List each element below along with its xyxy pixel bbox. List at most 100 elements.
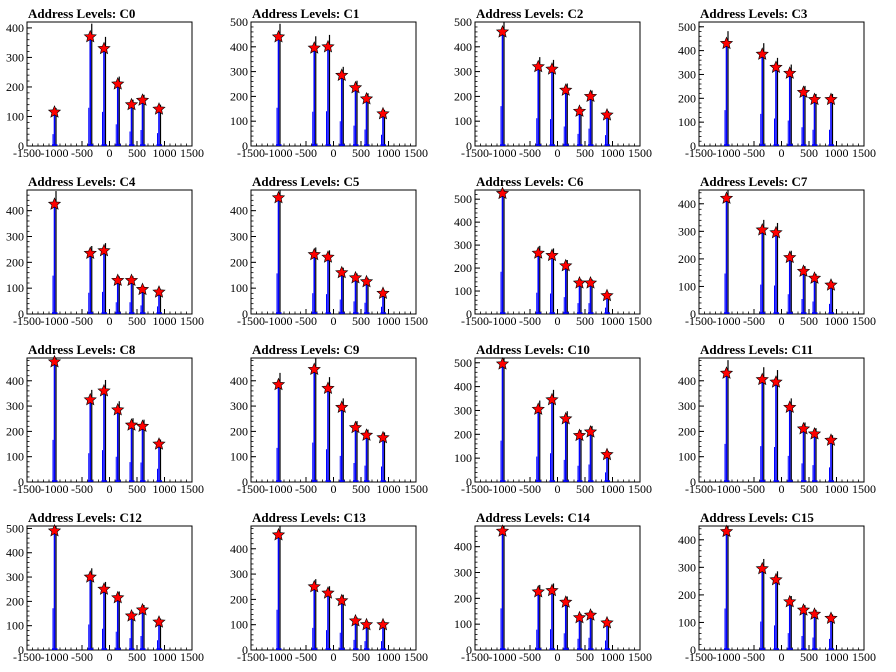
y-tick-label: 0 (466, 307, 472, 321)
y-tick-label: 400 (454, 215, 472, 229)
x-tick-label: 500 (352, 314, 370, 328)
chart-title: Address Levels: C10 (476, 342, 590, 357)
y-tick-label: 100 (454, 284, 472, 298)
y-tick-label: 500 (230, 15, 248, 29)
x-tick-label: -1000 (489, 314, 517, 328)
peak-marker (769, 225, 783, 239)
x-tick-label: -1500 (685, 314, 713, 328)
peak-marker (572, 276, 587, 289)
peak-marker (824, 433, 838, 446)
x-tick-label: -1500 (13, 650, 41, 664)
x-tick-label: -1000 (713, 482, 741, 496)
y-tick-label: 400 (230, 204, 248, 218)
x-tick-label: 1500 (628, 146, 652, 160)
peak-marker (47, 197, 62, 210)
peak-marker (545, 248, 559, 262)
x-tick-label: 500 (352, 650, 370, 664)
x-tick-label: -1500 (237, 146, 265, 160)
x-tick-label: -500 (295, 314, 317, 328)
peak-marker (559, 258, 573, 272)
peak-marker (359, 428, 374, 441)
x-tick-label: -1500 (461, 482, 489, 496)
x-tick-label: 0 (779, 314, 785, 328)
y-tick-label: 400 (454, 380, 472, 394)
x-tick-label: 0 (555, 482, 561, 496)
x-tick-label: -500 (743, 146, 765, 160)
chart-title: Address Levels: C2 (476, 6, 583, 21)
peak-marker (271, 527, 286, 541)
x-tick-label: 0 (555, 146, 561, 160)
y-tick-label: 0 (466, 643, 472, 657)
peak-marker (152, 102, 166, 115)
chart-panel: Address Levels: C14 0 100 200 300 400 -1500 -10… (454, 510, 652, 664)
peak-marker (783, 250, 797, 264)
x-tick-label: -1500 (13, 482, 41, 496)
x-tick-label: 1000 (377, 146, 401, 160)
y-tick-label: 0 (690, 307, 696, 321)
y-tick-label: 400 (230, 542, 248, 556)
x-tick-label: 0 (779, 146, 785, 160)
y-tick-label: 0 (466, 139, 472, 153)
peak-marker (807, 426, 822, 440)
chart-panel: Address Levels: C20100200300400500-1500-… (454, 6, 652, 160)
peak-marker (796, 264, 811, 277)
peak-marker (335, 68, 349, 81)
y-tick-label: 300 (454, 403, 472, 417)
y-tick-label: 200 (454, 591, 472, 605)
peak-marker (321, 250, 335, 263)
peak-marker (559, 83, 573, 96)
peak-marker (796, 85, 811, 98)
x-tick-label: 500 (800, 650, 818, 664)
x-tick-label: -1000 (265, 314, 293, 328)
peak-marker (495, 524, 510, 537)
peak-marker (559, 411, 573, 425)
chart-title: Address Levels: C7 (700, 174, 808, 189)
y-tick-label: 400 (678, 533, 696, 547)
peak-marker (83, 570, 97, 583)
y-tick-label: 300 (230, 65, 248, 79)
peak-marker (531, 402, 545, 415)
peak-marker (600, 447, 614, 461)
x-tick-label: 1500 (180, 314, 204, 328)
x-tick-label: 0 (555, 650, 561, 664)
x-tick-label: -1500 (685, 146, 713, 160)
peak-marker (348, 613, 363, 627)
x-tick-label: -1500 (237, 482, 265, 496)
y-tick-label: 100 (6, 619, 24, 633)
peak-marker (135, 602, 150, 616)
x-tick-label: -500 (295, 650, 317, 664)
peak-marker (600, 288, 614, 302)
x-tick-label: -1000 (41, 650, 69, 664)
y-tick-label: 300 (230, 230, 248, 244)
peak-marker (335, 265, 349, 279)
x-tick-label: 1000 (825, 482, 849, 496)
y-tick-label: 100 (678, 279, 696, 293)
plot-frame (250, 525, 417, 651)
peak-marker (359, 617, 374, 631)
peak-marker (307, 41, 321, 54)
chart-panel: Address Levels: C30100200300400500-1500-… (678, 6, 876, 160)
x-tick-label: 500 (800, 314, 818, 328)
x-tick-label: -1000 (489, 650, 517, 664)
peak-marker (755, 47, 769, 60)
peak-marker (47, 523, 62, 537)
peak-marker (348, 270, 363, 284)
y-tick-label: 300 (6, 50, 24, 64)
x-tick-label: -500 (519, 146, 541, 160)
y-tick-label: 500 (454, 356, 472, 370)
x-tick-label: 1500 (628, 314, 652, 328)
peak-marker (111, 77, 125, 90)
y-tick-label: 100 (454, 617, 472, 631)
x-tick-label: -1500 (461, 650, 489, 664)
y-tick-label: 200 (230, 89, 248, 103)
x-tick-label: 0 (107, 482, 113, 496)
peak-marker (135, 282, 150, 296)
peak-marker (783, 66, 797, 79)
x-tick-label: 1500 (852, 650, 876, 664)
x-tick-label: -500 (743, 314, 765, 328)
peak-marker (321, 39, 335, 53)
plot-frame (698, 189, 865, 315)
y-tick-label: 100 (6, 281, 24, 295)
chart-title: Address Levels: C4 (28, 174, 136, 189)
chart-title: Address Levels: C14 (476, 510, 590, 525)
